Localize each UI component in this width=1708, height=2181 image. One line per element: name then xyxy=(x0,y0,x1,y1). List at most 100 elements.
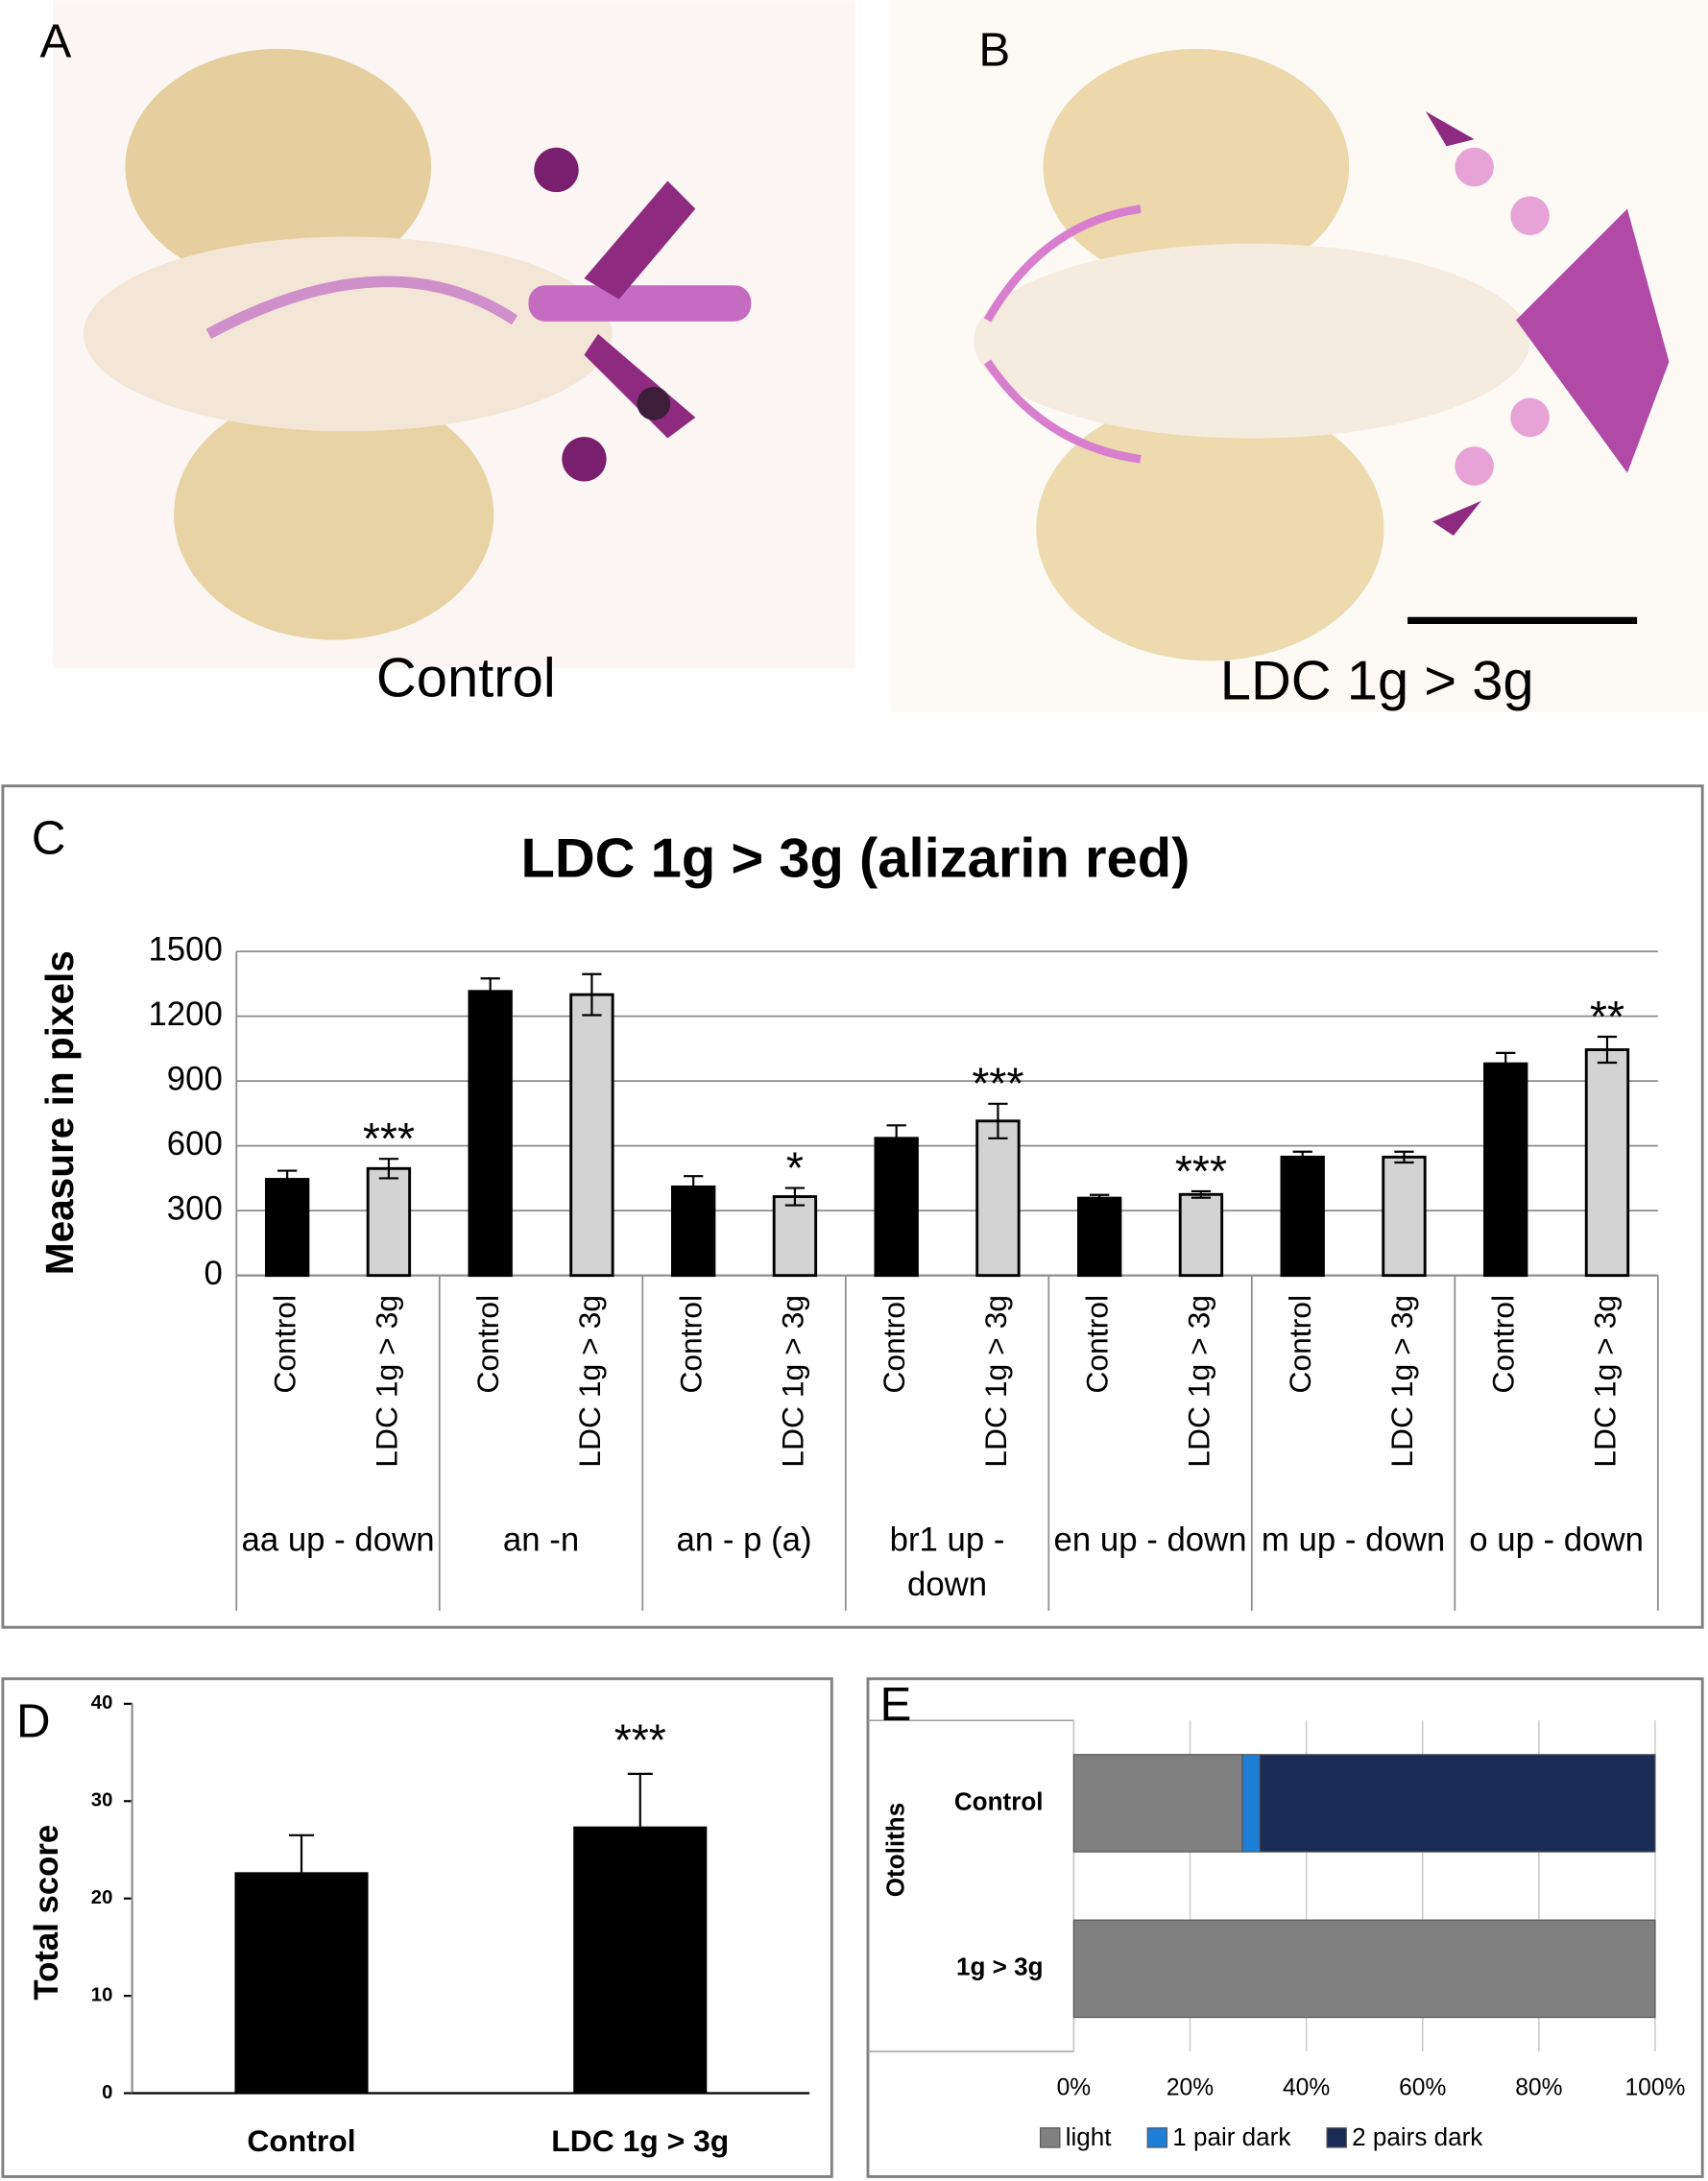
category-label-box: an -n xyxy=(502,1522,580,1560)
panel-frame xyxy=(866,1677,1704,2178)
significance: *** xyxy=(1175,1146,1227,1196)
bar xyxy=(366,1166,412,1278)
category-label: o up - down xyxy=(1469,1522,1644,1560)
bar-segment xyxy=(1072,1919,1656,2019)
x-tick-label: 100% xyxy=(1624,2075,1685,2101)
significance: *** xyxy=(972,1059,1023,1109)
bar xyxy=(772,1195,818,1278)
x-tick-label: 60% xyxy=(1399,2075,1446,2101)
x-tick-label: 40% xyxy=(1283,2075,1330,2101)
bar xyxy=(1382,1155,1427,1278)
photo-caption: LDC 1g > 3g xyxy=(1220,650,1534,711)
bar xyxy=(1483,1062,1528,1278)
bar-label: Control xyxy=(1080,1295,1115,1394)
significance: ** xyxy=(1590,992,1624,1042)
bar-label: LDC 1g > 3g xyxy=(1384,1295,1419,1468)
error-bar xyxy=(288,1833,315,1873)
error-bar xyxy=(627,1772,653,1827)
legend-label: 2 pairs dark xyxy=(1352,2122,1483,2151)
bar xyxy=(569,993,614,1278)
y-tick-label: 40 xyxy=(91,1692,113,1714)
legend-label: 1 pair dark xyxy=(1172,2122,1291,2151)
bar xyxy=(1280,1155,1325,1278)
bar-label: LDC 1g > 3g xyxy=(572,1295,607,1468)
panel-frame xyxy=(1,1677,833,2178)
photo-control xyxy=(53,0,855,668)
error-bar xyxy=(1597,1035,1618,1065)
x-tick-label: 0% xyxy=(1057,2075,1092,2101)
panel-label: A xyxy=(40,15,72,68)
legend-label: light xyxy=(1066,2122,1113,2151)
category-label: an -n xyxy=(502,1522,580,1560)
bar-label: Control xyxy=(674,1295,709,1394)
category-label: br1 up - down xyxy=(889,1522,1005,1604)
bar-label: Control xyxy=(877,1295,911,1394)
y-tick-label: 300 xyxy=(167,1190,223,1227)
bar-label: Control xyxy=(1486,1295,1521,1394)
photo-ldc xyxy=(890,0,1708,712)
category-label-box: m up - down xyxy=(1261,1522,1446,1560)
error-bar xyxy=(1090,1193,1110,1203)
y-tick-label: 10 xyxy=(91,1984,113,2005)
bar-label: LDC 1g > 3g xyxy=(1181,1295,1215,1468)
error-bar xyxy=(988,1102,1008,1139)
legend-swatch xyxy=(1326,2127,1347,2148)
bar xyxy=(234,1872,369,2094)
bar xyxy=(874,1137,919,1278)
y-axis-label: Measure in pixels xyxy=(37,950,82,1275)
category-label-box: en up - down xyxy=(1053,1522,1247,1560)
bar xyxy=(264,1178,310,1278)
error-bar xyxy=(1394,1150,1414,1164)
significance: *** xyxy=(363,1114,415,1163)
x-tick-label: 80% xyxy=(1515,2075,1562,2101)
bar xyxy=(1077,1196,1122,1278)
bar-label: Control xyxy=(268,1295,302,1394)
bar xyxy=(1584,1048,1630,1278)
bar xyxy=(975,1119,1021,1278)
bar-label: LDC 1g > 3g xyxy=(369,1295,403,1468)
y-tick-label: 20 xyxy=(91,1887,113,1908)
error-bar xyxy=(480,977,500,1006)
bar-segment xyxy=(1259,1754,1656,1853)
bar xyxy=(1178,1192,1224,1278)
x-tick-label: Control xyxy=(247,2123,355,2158)
y-tick-label: 1500 xyxy=(148,931,222,968)
legend-swatch xyxy=(1146,2127,1168,2148)
bar-label: LDC 1g > 3g xyxy=(978,1295,1013,1468)
y-tick-label: 0 xyxy=(204,1256,222,1292)
y-tick-label: 1200 xyxy=(148,996,222,1033)
error-bar xyxy=(1496,1051,1516,1076)
error-bar xyxy=(378,1158,399,1180)
significance: * xyxy=(786,1142,804,1192)
x-tick-label: 20% xyxy=(1167,2075,1214,2101)
significance: *** xyxy=(614,1714,666,1764)
error-bar xyxy=(1191,1189,1212,1199)
error-bar xyxy=(784,1186,806,1207)
category-label: en up - down xyxy=(1053,1522,1247,1560)
error-bar xyxy=(582,972,602,1017)
chart-title: LDC 1g > 3g (alizarin red) xyxy=(520,828,1190,890)
panel-label: E xyxy=(880,1678,912,1731)
y-axis-label: Total score xyxy=(29,1825,65,2001)
error-bar xyxy=(1292,1150,1312,1164)
photo-caption: Control xyxy=(376,647,556,708)
error-bar xyxy=(684,1175,704,1199)
bar-label: LDC 1g > 3g xyxy=(1587,1295,1622,1468)
panel-frame xyxy=(1,784,1704,1629)
panel-label: C xyxy=(32,812,66,865)
panel-label: D xyxy=(16,1695,51,1748)
y-tick-label: 0 xyxy=(102,2082,112,2103)
category-label: aa up - down xyxy=(241,1522,435,1560)
legend-swatch xyxy=(1040,2127,1061,2148)
error-bar xyxy=(277,1169,298,1189)
bar-label: Control xyxy=(470,1295,505,1394)
bar xyxy=(573,1826,708,2094)
y-tick-label: 1g > 3g xyxy=(956,1953,1044,1981)
bar-label: Control xyxy=(1283,1295,1317,1394)
y-tick-label: 900 xyxy=(167,1061,223,1097)
bar-segment xyxy=(1072,1754,1243,1853)
bar-segment xyxy=(1241,1754,1261,1853)
y-tick-label: 30 xyxy=(91,1790,113,1811)
category-label: m up - down xyxy=(1261,1522,1446,1560)
